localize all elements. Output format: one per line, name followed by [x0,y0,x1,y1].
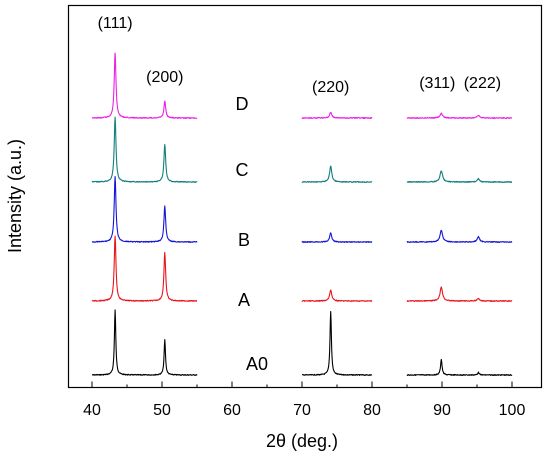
series-label: A [238,290,250,310]
series-label: B [238,230,250,250]
x-tick-label: 80 [363,402,381,419]
series-line-segment [301,289,373,302]
series-label: D [236,94,249,114]
series-line-segment [91,235,198,302]
x-tick-label: 70 [293,402,311,419]
traces [91,52,513,376]
series-C [91,116,513,183]
x-tick-label: 40 [83,402,101,419]
series-D [91,52,513,119]
x-tick-label: 90 [433,402,451,419]
peak-label: (220) [312,79,349,96]
series-line-segment [406,358,513,376]
y-axis-label: Intensity (a.u.) [5,139,25,253]
series-line-segment [91,309,198,376]
series-A0 [91,309,513,376]
series-line-segment [91,52,198,119]
series-label: C [236,160,249,180]
series-label: A0 [246,354,268,374]
peak-label: (222) [464,75,501,92]
x-axis-label: 2θ (deg.) [266,431,338,451]
series-line-segment [406,286,513,302]
series-line-segment [406,229,513,243]
series-line-segment [301,232,373,243]
series-A [91,235,513,302]
series-line-segment [406,170,513,183]
series-line-segment [91,116,198,183]
x-tick-label: 50 [153,402,171,419]
series-labels: A0 A B C D [236,94,269,374]
peak-label: (200) [146,69,183,86]
x-tick-label: 60 [223,402,241,419]
series-line-segment [301,165,373,183]
series-line-segment [301,310,373,376]
series-line-segment [91,176,198,243]
peak-annotations: (111) (200) (220) (311) (222) [98,15,501,96]
x-axis-ticks: 40 50 60 70 80 90 100 [83,381,526,419]
series-line-segment [301,111,373,119]
peak-label: (311) [419,75,455,92]
peak-label: (111) [98,15,133,32]
x-tick-label: 100 [499,402,526,419]
series-B [91,176,513,243]
plot-frame [67,4,543,389]
series-line-segment [406,112,513,119]
